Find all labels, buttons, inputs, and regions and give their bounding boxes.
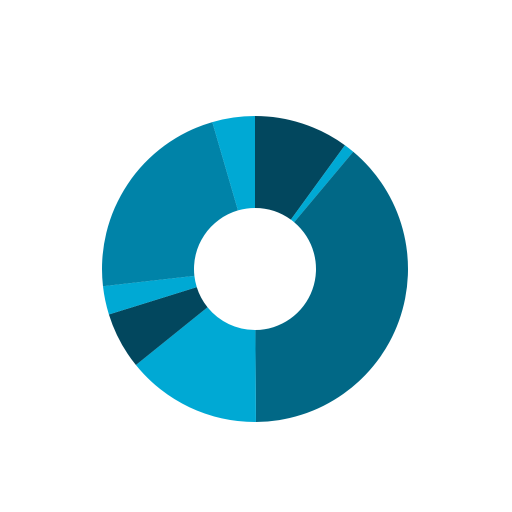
- donut-slice-7: [102, 122, 238, 287]
- donut-slice-4: [135, 307, 256, 422]
- donut-slice-1: [255, 116, 345, 220]
- donut-slice-5: [108, 287, 208, 366]
- donut-slice-6: [102, 275, 197, 315]
- donut-slice-8: [212, 116, 255, 211]
- slices-group: [102, 116, 409, 422]
- donut-slice-3: [255, 151, 409, 422]
- donut-slice-2: [290, 145, 354, 223]
